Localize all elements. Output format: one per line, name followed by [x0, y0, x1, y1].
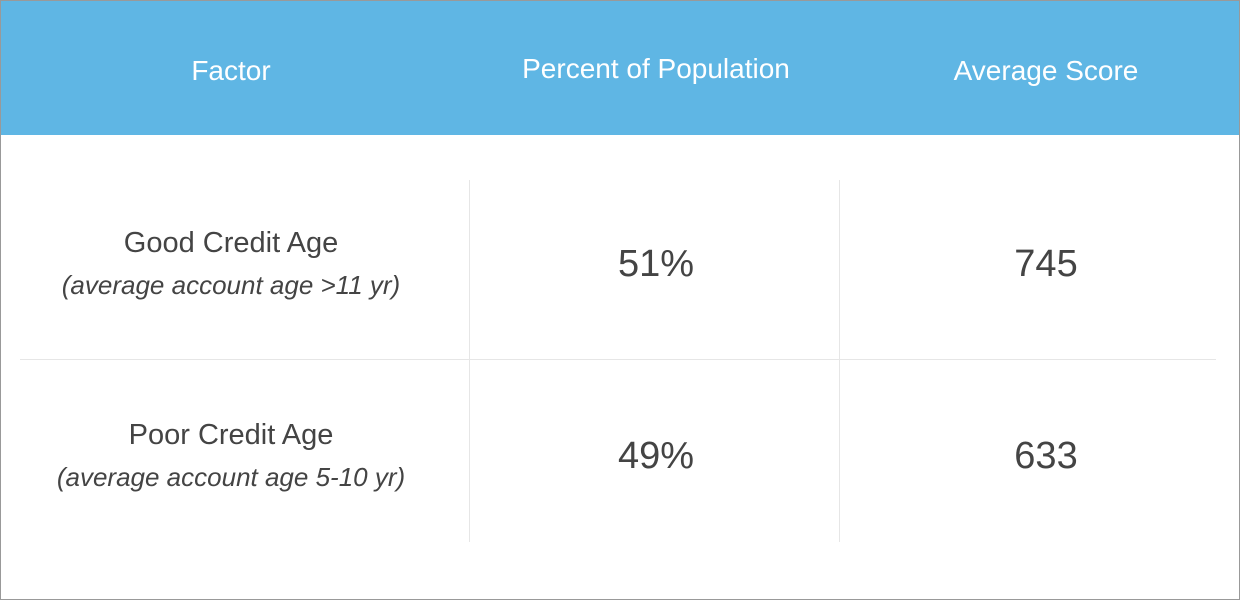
factor-cell: Poor Credit Age (average account age 5-1…	[21, 366, 441, 546]
factor-label: Good Credit Age	[123, 227, 339, 259]
factor-label: Poor Credit Age	[128, 419, 334, 451]
header-cell: Percent of Population	[522, 53, 790, 84]
table-row: Good Credit Age (average account age >11…	[1, 174, 1239, 354]
header-cell: Average Score	[953, 55, 1139, 86]
percent-cell: 51%	[617, 242, 695, 285]
score-cell: 745	[1014, 242, 1078, 285]
score-cell: 633	[1014, 434, 1078, 477]
header-cell: Factor	[191, 55, 271, 86]
percent-cell: 49%	[617, 434, 695, 477]
factor-note: (average account age >11 yr)	[61, 270, 401, 300]
column-divider	[469, 180, 470, 542]
column-divider	[839, 180, 840, 542]
factor-note: (average account age 5-10 yr)	[56, 462, 406, 492]
table-row: Poor Credit Age (average account age 5-1…	[1, 366, 1239, 546]
row-divider	[20, 359, 1216, 360]
table-header: Factor Percent of Population Average Sco…	[1, 1, 1239, 135]
factor-cell: Good Credit Age (average account age >11…	[21, 174, 441, 354]
